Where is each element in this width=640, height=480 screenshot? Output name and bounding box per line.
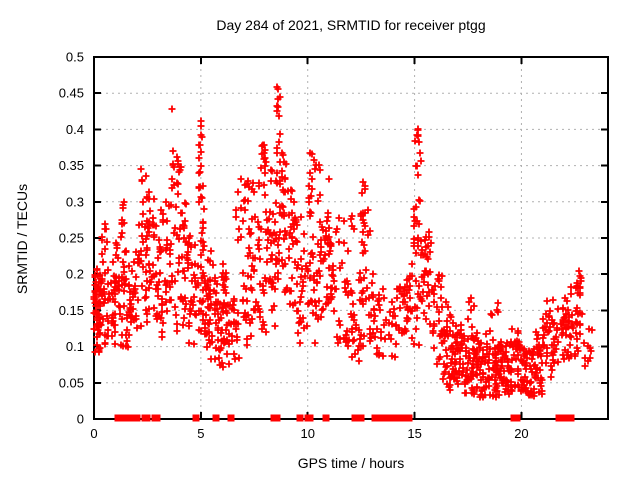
y-tick-label: 0.5 [66, 50, 84, 65]
y-tick-label: 0.3 [66, 194, 84, 209]
zero-flag-square [377, 414, 385, 422]
y-tick-label: 0.45 [59, 86, 84, 101]
axis-ticks [93, 56, 608, 420]
zero-flag-square [357, 414, 365, 422]
zero-flag-square [563, 414, 571, 422]
x-tick-label: 10 [300, 426, 314, 441]
zero-flag-square [133, 414, 141, 422]
y-tick-labels: 0 0.05 0.1 0.15 0.2 0.25 0.3 0.35 0.4 0.45 0.5 [59, 50, 84, 427]
x-tick-label: 20 [514, 426, 528, 441]
zero-flag-square [123, 414, 131, 422]
zero-flag-square [143, 414, 151, 422]
x-tick-label: 5 [197, 426, 204, 441]
zero-flag-square [558, 414, 566, 422]
zero-flag-square [153, 414, 161, 422]
zero-marker-series [114, 414, 575, 422]
x-axis-label: GPS time / hours [297, 455, 405, 471]
y-tick-label: 0.35 [59, 158, 84, 173]
zero-flag-square [322, 414, 330, 422]
zero-flag-square [227, 414, 235, 422]
x-tick-labels: 0 5 10 15 20 [90, 426, 528, 441]
y-tick-label: 0.2 [66, 267, 84, 282]
scatter-series [90, 83, 596, 401]
x-tick-label: 0 [90, 426, 97, 441]
zero-flag-square [405, 414, 413, 422]
zero-flag-square [306, 414, 314, 422]
y-tick-label: 0.25 [59, 231, 84, 246]
srmtid-points [90, 83, 596, 401]
zero-flag-square [296, 414, 304, 422]
y-tick-label: 0.05 [59, 375, 84, 390]
zero-flag-square [392, 414, 400, 422]
y-tick-label: 0.15 [59, 303, 84, 318]
y-tick-label: 0.1 [66, 339, 84, 354]
x-tick-label: 15 [407, 426, 421, 441]
y-tick-label: 0.4 [66, 122, 84, 137]
zero-flag-square [567, 414, 575, 422]
y-tick-label: 0 [77, 412, 84, 427]
zero-flag-square [212, 414, 220, 422]
zero-flag-square [273, 414, 281, 422]
zero-flag-square [513, 414, 521, 422]
zero-flag-square [192, 414, 200, 422]
chart-title: Day 284 of 2021, SRMTID for receiver ptg… [216, 17, 486, 33]
